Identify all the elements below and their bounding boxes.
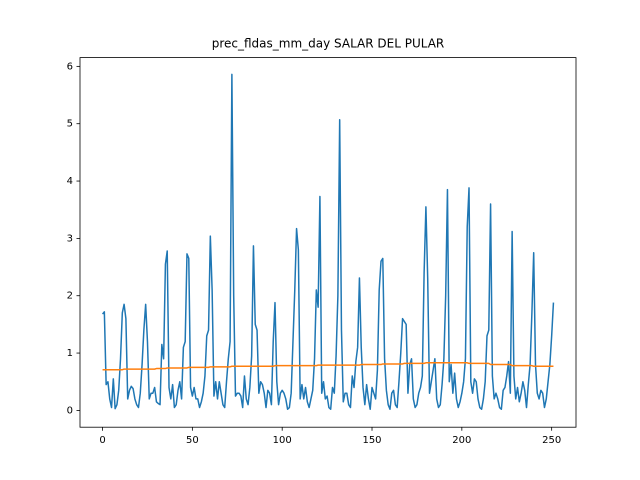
chart-title: prec_fldas_mm_day SALAR DEL PULAR: [212, 37, 445, 51]
plot-frame: [79, 57, 577, 428]
x-tick-label: 200: [452, 435, 471, 446]
y-tick-label: 5: [67, 119, 73, 130]
y-tick-label: 0: [67, 405, 73, 416]
line-series: [101, 73, 555, 410]
x-tick-label: 0: [99, 435, 105, 446]
x-tick-label: 150: [362, 435, 381, 446]
y-tick-label: 1: [67, 348, 73, 359]
y-tick-label: 6: [67, 61, 73, 72]
x-tick-label: 250: [542, 435, 561, 446]
x-tick-label: 100: [273, 435, 292, 446]
x-tick-label: 50: [186, 435, 199, 446]
line-series: [102, 362, 554, 371]
y-tick-label: 4: [67, 176, 73, 187]
y-tick-label: 2: [67, 291, 73, 302]
y-tick-label: 3: [67, 233, 73, 244]
